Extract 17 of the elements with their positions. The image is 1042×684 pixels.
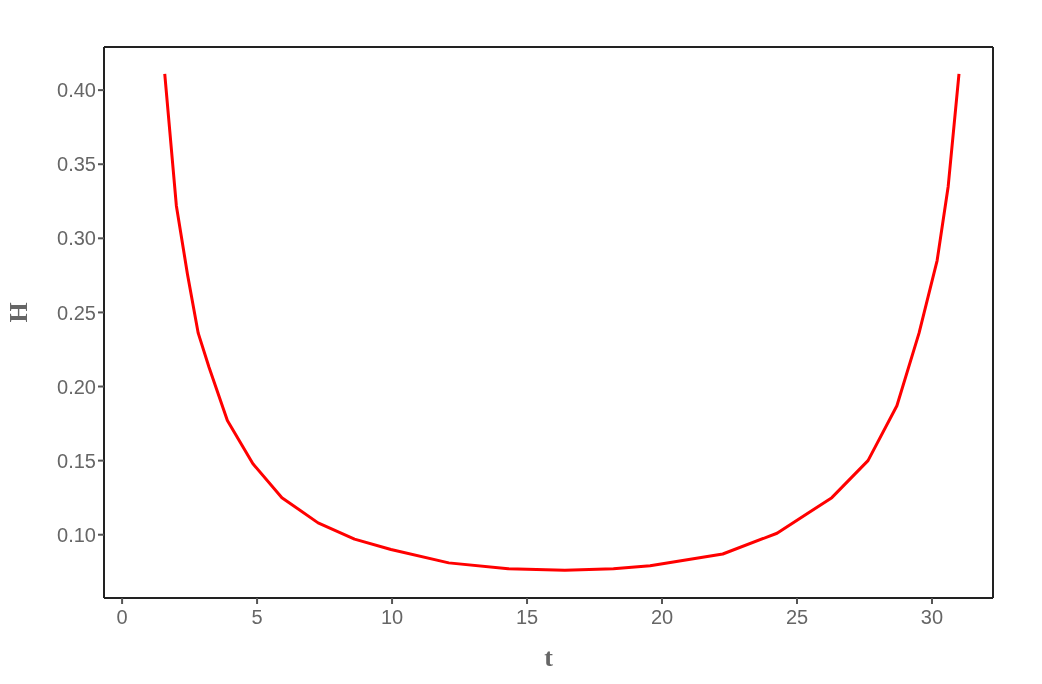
y-axis-title: H [4, 302, 34, 323]
x-tick-label: 0 [116, 606, 128, 629]
y-tick-label: 0.10 [57, 523, 96, 546]
x-axis-title: t [544, 643, 554, 672]
y-tick-label: 0.30 [57, 227, 96, 250]
x-tick-label: 5 [251, 606, 263, 629]
y-tick-label: 0.25 [57, 301, 96, 324]
x-tick-label: 25 [785, 606, 809, 629]
y-tick-label: 0.15 [57, 449, 96, 472]
y-tick-label: 0.40 [57, 79, 96, 102]
x-tick-label: 20 [650, 606, 674, 629]
x-tick-label: 30 [920, 606, 944, 629]
line-series [163, 72, 961, 572]
y-tick-label: 0.35 [57, 153, 96, 176]
y-tick-label: 0.20 [57, 375, 96, 398]
x-tick-label: 15 [515, 606, 539, 629]
x-tick-label: 10 [380, 606, 404, 629]
